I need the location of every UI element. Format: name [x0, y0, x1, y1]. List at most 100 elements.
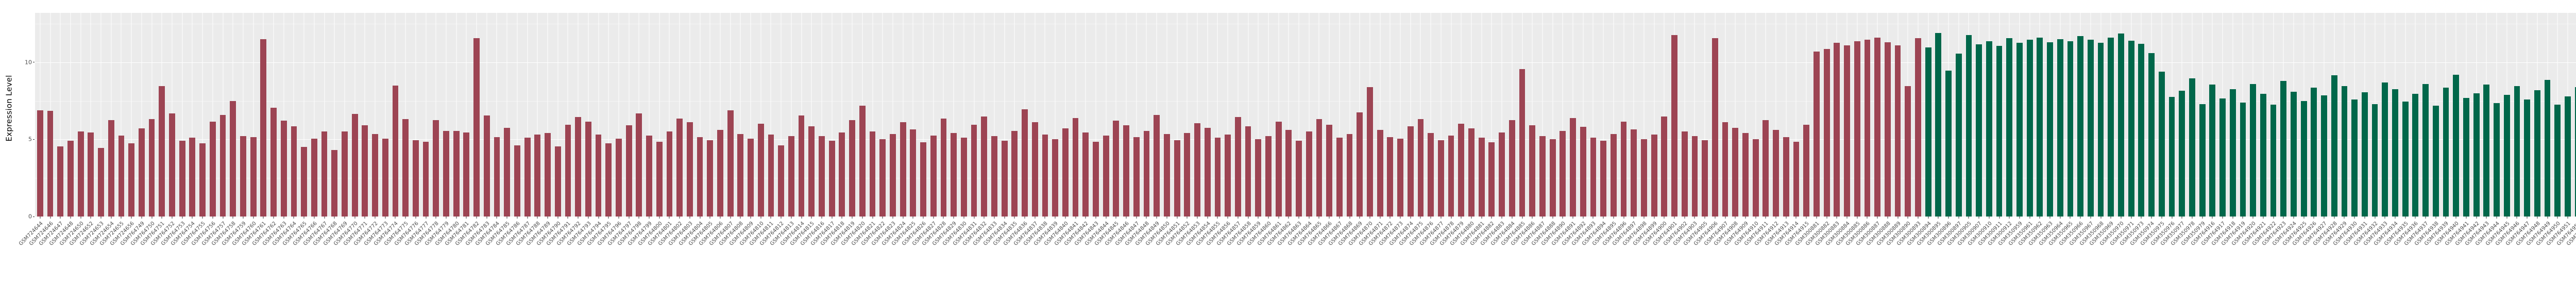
bar[interactable]	[1184, 133, 1191, 217]
bar[interactable]	[1965, 35, 1972, 217]
bar[interactable]	[1711, 38, 1718, 217]
bar[interactable]	[605, 143, 612, 217]
bar[interactable]	[2311, 88, 2317, 217]
bar[interactable]	[57, 146, 64, 217]
bar[interactable]	[565, 124, 571, 217]
bar[interactable]	[737, 134, 744, 217]
bar[interactable]	[616, 138, 622, 217]
bar[interactable]	[2473, 93, 2480, 217]
bar[interactable]	[1417, 119, 1424, 217]
bar[interactable]	[2168, 97, 2175, 217]
bar[interactable]	[2534, 90, 2540, 217]
bar[interactable]	[819, 136, 825, 217]
bar[interactable]	[1042, 135, 1048, 217]
bar[interactable]	[951, 133, 957, 217]
bar[interactable]	[1915, 38, 1921, 217]
bar[interactable]	[2016, 43, 2023, 217]
bar[interactable]	[2158, 71, 2165, 217]
bar[interactable]	[2077, 36, 2084, 217]
bar[interactable]	[1580, 127, 1586, 217]
bar[interactable]	[331, 150, 338, 217]
bar[interactable]	[301, 147, 308, 217]
bar[interactable]	[37, 110, 43, 217]
bar[interactable]	[1499, 132, 1505, 217]
bar[interactable]	[1143, 130, 1150, 217]
bar[interactable]	[2544, 80, 2551, 217]
bar[interactable]	[1519, 69, 1526, 217]
bar[interactable]	[250, 137, 257, 217]
bar[interactable]	[2554, 105, 2561, 217]
bar[interactable]	[2250, 84, 2257, 217]
bar[interactable]	[859, 105, 866, 217]
bar[interactable]	[1468, 128, 1475, 217]
bar[interactable]	[1357, 112, 1363, 217]
bar[interactable]	[2219, 98, 2226, 217]
bar[interactable]	[2067, 41, 2074, 217]
bar[interactable]	[118, 135, 125, 217]
bar[interactable]	[2138, 43, 2145, 217]
bar[interactable]	[534, 135, 541, 217]
bar[interactable]	[2057, 39, 2063, 217]
bar[interactable]	[199, 143, 206, 217]
bar[interactable]	[625, 125, 632, 217]
bar[interactable]	[2199, 104, 2206, 217]
bar[interactable]	[2341, 86, 2348, 217]
bar[interactable]	[595, 135, 602, 217]
bar[interactable]	[1834, 43, 1840, 217]
bar[interactable]	[402, 119, 409, 217]
bar[interactable]	[869, 131, 876, 217]
bar[interactable]	[1702, 140, 1708, 217]
bar[interactable]	[2087, 40, 2094, 217]
bar[interactable]	[1255, 139, 1262, 217]
bar[interactable]	[2402, 102, 2409, 217]
bar[interactable]	[1387, 137, 1394, 217]
bar[interactable]	[646, 135, 652, 217]
bar[interactable]	[2047, 42, 2053, 217]
bar[interactable]	[656, 141, 663, 217]
bar[interactable]	[2453, 74, 2460, 217]
bar[interactable]	[1610, 134, 1617, 217]
bar[interactable]	[362, 125, 368, 217]
bar[interactable]	[422, 141, 429, 217]
bar[interactable]	[2291, 91, 2297, 217]
bar[interactable]	[991, 136, 997, 217]
bar[interactable]	[788, 136, 794, 217]
bar[interactable]	[128, 143, 135, 217]
bar[interactable]	[879, 139, 886, 217]
bar[interactable]	[757, 124, 764, 217]
bar[interactable]	[1316, 119, 1323, 217]
bar[interactable]	[910, 129, 917, 217]
bar[interactable]	[971, 124, 977, 217]
bar[interactable]	[1661, 116, 1668, 217]
bar[interactable]	[1072, 118, 1079, 217]
bar[interactable]	[1133, 137, 1140, 217]
bar[interactable]	[1488, 142, 1495, 217]
bar[interactable]	[453, 130, 460, 217]
bar[interactable]	[1864, 40, 1871, 217]
bar[interactable]	[2514, 86, 2520, 217]
bar[interactable]	[1813, 51, 1820, 217]
bar[interactable]	[311, 138, 317, 217]
bar[interactable]	[1762, 120, 1769, 217]
bar[interactable]	[1285, 130, 1292, 217]
bar[interactable]	[1437, 140, 1444, 217]
bar[interactable]	[1367, 87, 1373, 217]
bar[interactable]	[778, 145, 785, 217]
bar[interactable]	[717, 130, 723, 217]
bar[interactable]	[1214, 138, 1221, 217]
bar[interactable]	[2443, 88, 2449, 217]
bar[interactable]	[1651, 135, 1657, 217]
bar[interactable]	[270, 108, 277, 217]
bar[interactable]	[545, 133, 551, 217]
bar[interactable]	[1874, 37, 1881, 217]
bar[interactable]	[1163, 134, 1170, 217]
bar[interactable]	[768, 135, 774, 217]
bar[interactable]	[890, 134, 896, 217]
bar[interactable]	[839, 132, 845, 217]
bar[interactable]	[1194, 123, 1200, 217]
bar[interactable]	[1570, 118, 1576, 217]
bar[interactable]	[1549, 139, 1556, 217]
bar[interactable]	[1204, 127, 1211, 217]
bar[interactable]	[240, 136, 246, 217]
bar[interactable]	[159, 86, 165, 217]
